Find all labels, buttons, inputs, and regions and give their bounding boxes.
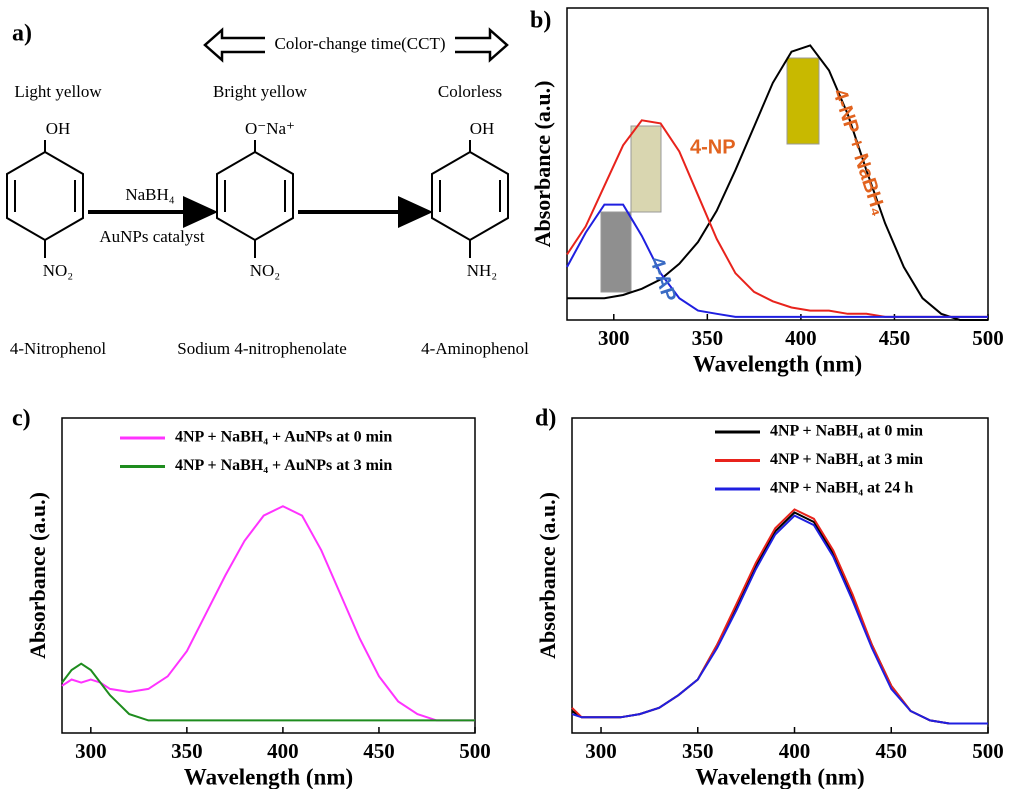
- arrow-head: [398, 196, 433, 228]
- ring: [6, 150, 84, 242]
- legend-label: 4NP + NaBH₄ at 3 min: [770, 451, 923, 468]
- series-line: [566, 203, 988, 318]
- compound-name: 4-Aminophenol: [421, 339, 529, 358]
- vial: [786, 57, 820, 145]
- legend-label: 4NP + NaBH₄ at 24 h: [770, 480, 913, 497]
- series-line: [567, 44, 988, 321]
- x-tick-label: 450: [879, 326, 911, 350]
- catalyst: AuNPs catalyst: [99, 227, 205, 246]
- group: NO₂: [43, 261, 73, 280]
- compound-name: 4-Nitrophenol: [10, 339, 107, 358]
- x-axis-title: Wavelength (nm): [184, 764, 353, 789]
- series-line: [571, 508, 988, 725]
- reagent: NaBH₄: [125, 185, 174, 204]
- x-tick-label: 300: [75, 739, 107, 763]
- compound-name: Sodium 4-nitrophenolate: [177, 339, 347, 358]
- x-tick-label: 450: [876, 739, 908, 763]
- panel-label: d): [535, 406, 556, 432]
- ring: [431, 150, 509, 242]
- group: NO₂: [250, 261, 280, 280]
- series-line: [571, 514, 988, 725]
- series-line: [61, 662, 475, 722]
- x-tick-label: 500: [972, 739, 1004, 763]
- x-tick-label: 300: [598, 326, 630, 350]
- panel-label: a): [12, 21, 32, 47]
- ring: [216, 150, 294, 242]
- group: NH₂: [467, 261, 497, 280]
- x-tick-label: 400: [779, 739, 811, 763]
- x-axis-title: Wavelength (nm): [695, 764, 864, 789]
- x-tick-label: 350: [171, 739, 203, 763]
- x-tick-label: 400: [267, 739, 299, 763]
- vial: [600, 211, 632, 293]
- group: OH: [46, 119, 71, 138]
- plot-frame: [61, 417, 476, 734]
- panel-label: b): [530, 8, 551, 34]
- group: O⁻Na⁺: [245, 119, 295, 138]
- y-axis-title: Absorbance (a.u.): [530, 81, 555, 248]
- color-label: Bright yellow: [213, 82, 308, 101]
- x-tick-label: 350: [682, 739, 714, 763]
- series-line: [61, 505, 475, 722]
- cct-label: Color-change time(CCT): [274, 34, 445, 53]
- x-axis-title: Wavelength (nm): [693, 351, 862, 376]
- x-tick-label: 500: [459, 739, 491, 763]
- arrow-head: [183, 196, 218, 228]
- y-axis-title: Absorbance (a.u.): [25, 492, 50, 659]
- x-tick-label: 450: [363, 739, 395, 763]
- rings: [6, 140, 509, 258]
- plot-frame: [571, 417, 989, 734]
- color-label: Light yellow: [14, 82, 102, 101]
- panel-label: c): [12, 406, 31, 432]
- group: OH: [470, 119, 495, 138]
- plot-frame: [566, 7, 989, 321]
- y-axis-title: Absorbance (a.u.): [535, 492, 560, 659]
- x-tick-label: 350: [692, 326, 724, 350]
- x-tick-label: 500: [972, 326, 1004, 350]
- scheme: a) Color-change time(CCT) Light yellow B…: [6, 21, 529, 358]
- x-tick-label: 300: [585, 739, 617, 763]
- legend-label: 4NP + NaBH₄ + AuNPs at 3 min: [175, 457, 392, 474]
- arrow: [455, 27, 509, 63]
- arrow: [203, 27, 265, 63]
- series-line: [571, 511, 988, 725]
- x-tick-label: 400: [785, 326, 817, 350]
- series-label: 4-NP: [690, 136, 736, 158]
- series-label: 4-NP + NaBH₄: [828, 86, 890, 218]
- legend-label: 4NP + NaBH₄ + AuNPs at 0 min: [175, 429, 392, 446]
- series-label: 4-AP: [645, 254, 680, 304]
- legend-label: 4NP + NaBH₄ at 0 min: [770, 423, 923, 440]
- vial: [630, 125, 662, 213]
- color-label: Colorless: [438, 82, 502, 101]
